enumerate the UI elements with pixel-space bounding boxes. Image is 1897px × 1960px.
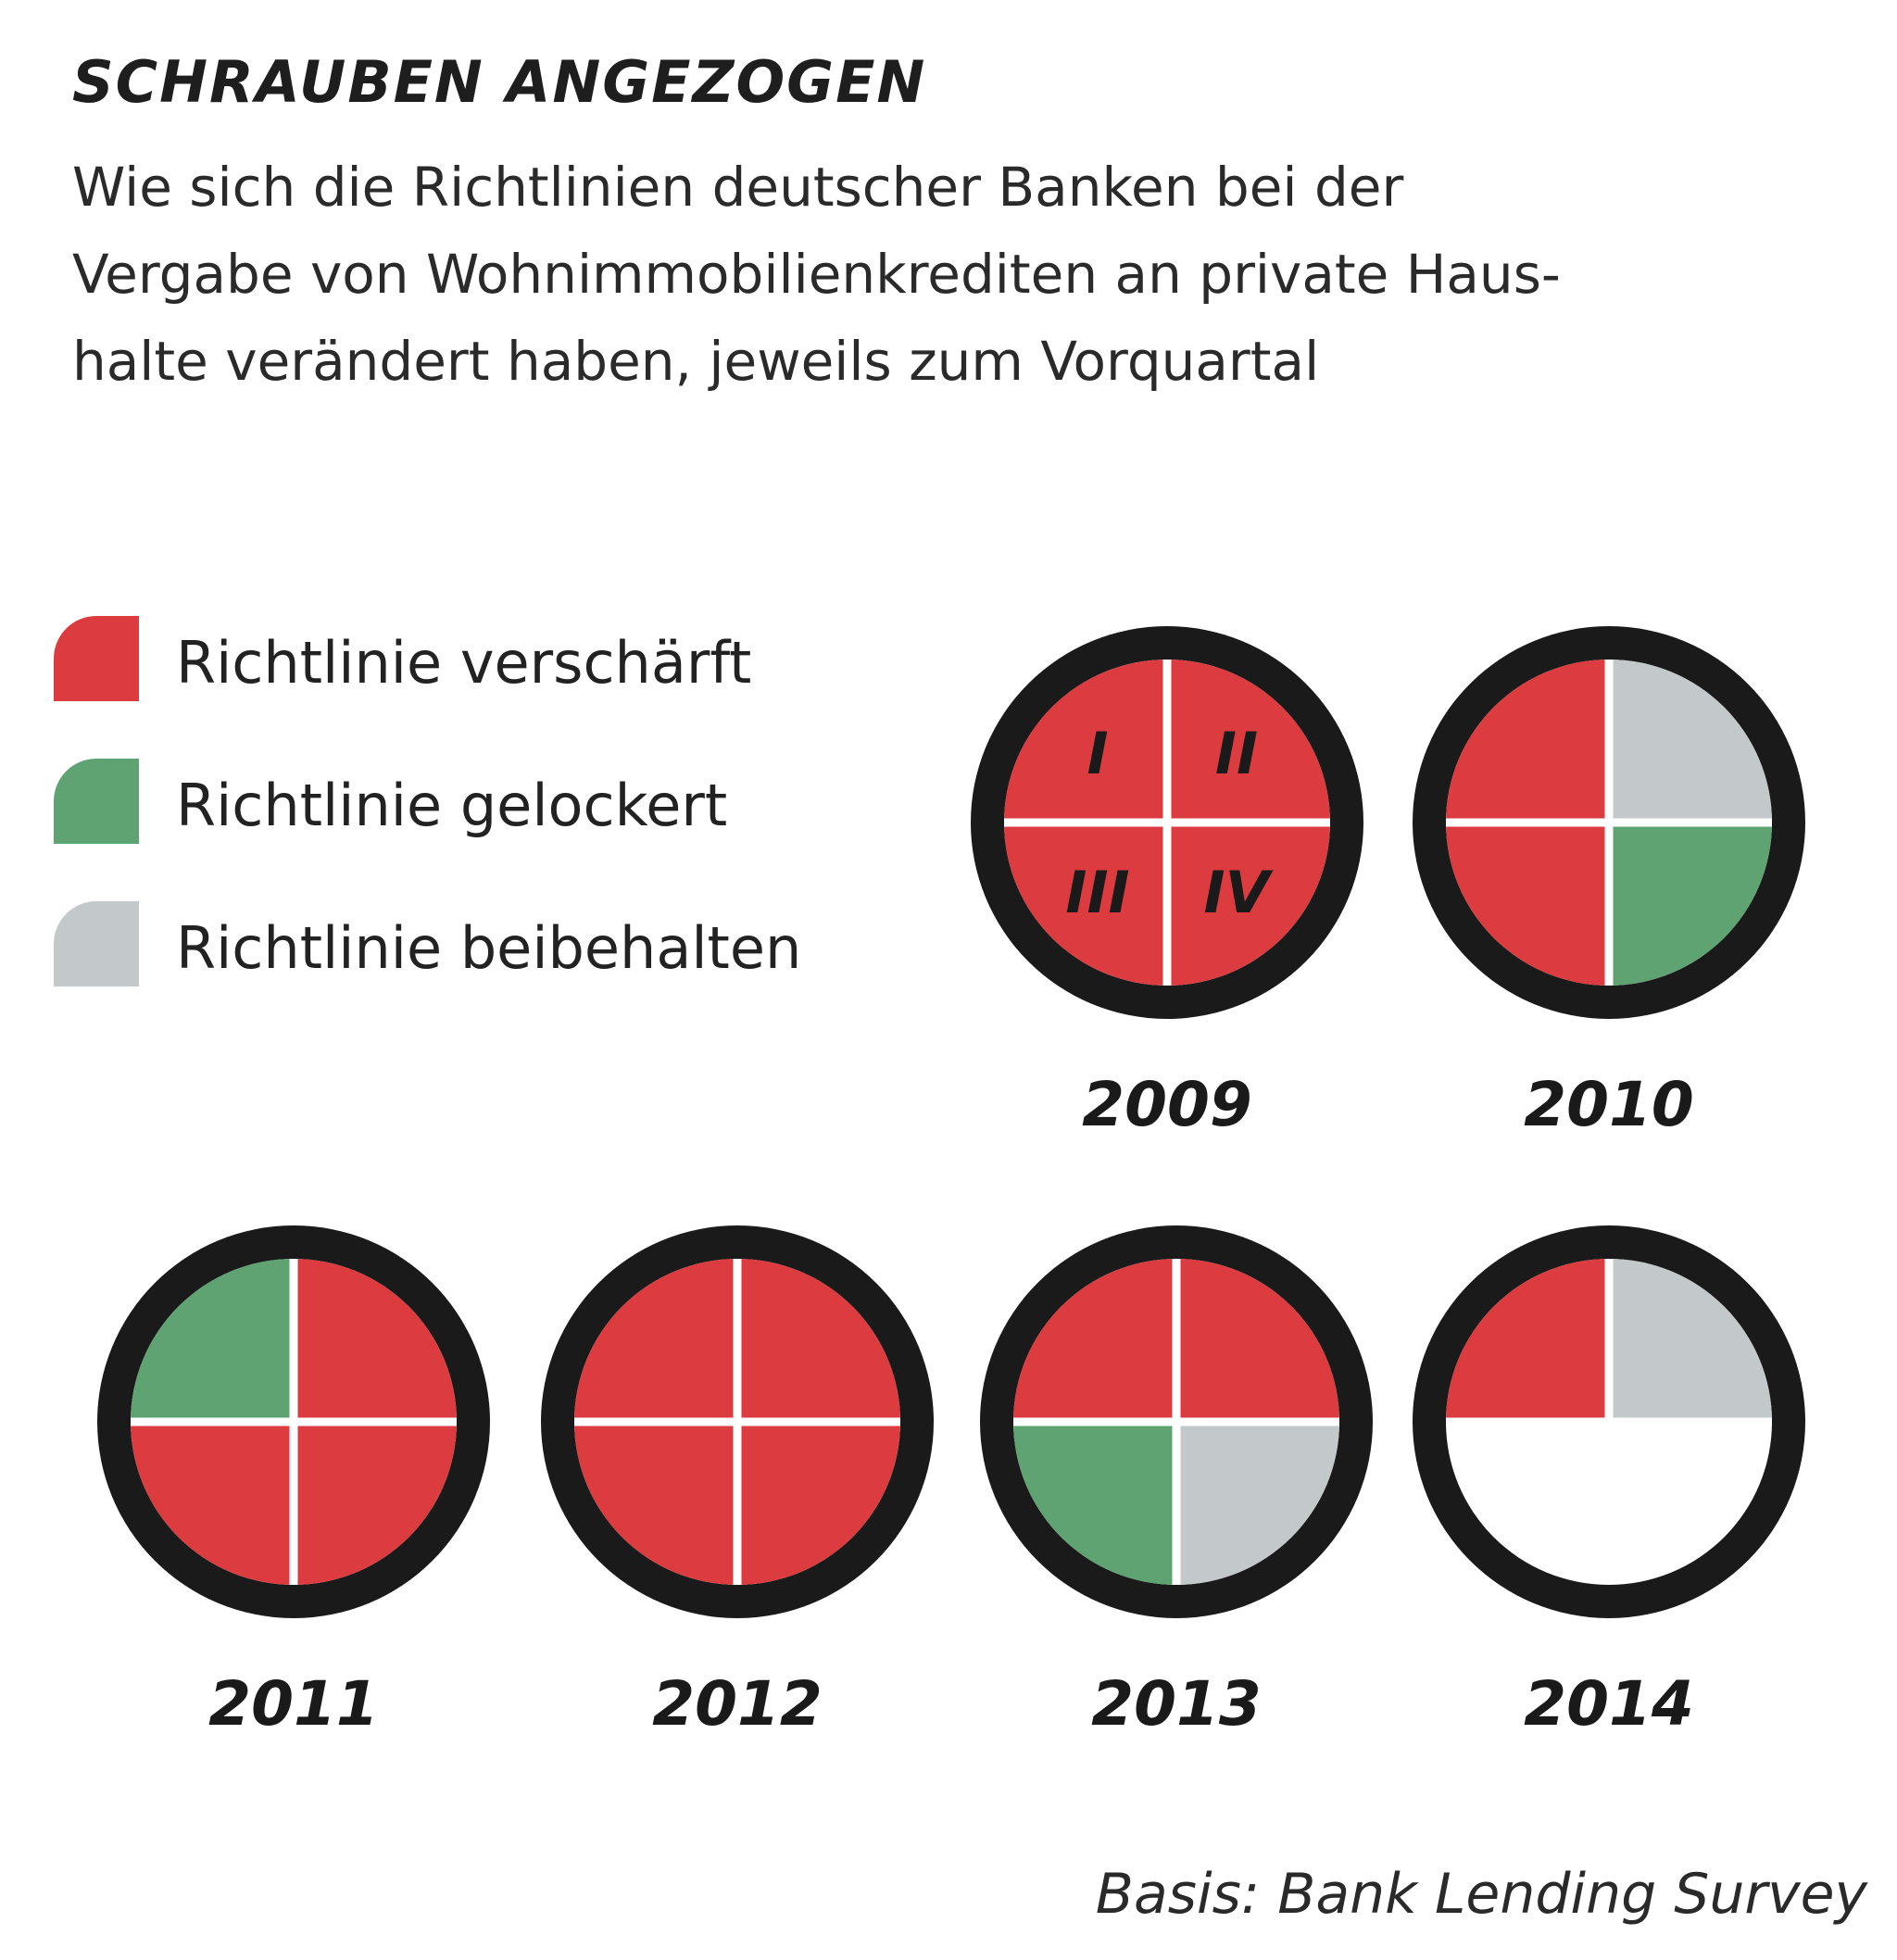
quarter-IV-tightened xyxy=(294,1422,457,1585)
quarter-III-eased xyxy=(1013,1422,1176,1585)
year-label-2013: 2013 xyxy=(1091,1668,1262,1740)
quarter-label-I: I xyxy=(1087,720,1108,787)
legend-swatch-unchanged xyxy=(54,901,139,986)
year-label-2011: 2011 xyxy=(208,1668,379,1740)
quarter-III-tightened xyxy=(574,1422,737,1585)
quarter-II-tightened xyxy=(737,1259,900,1422)
quarter-label-III: III xyxy=(1065,859,1129,926)
subtitle-line-1: Wie sich die Richtlinien deutscher Banke… xyxy=(72,156,1404,219)
quarter-II-unchanged xyxy=(1609,1259,1772,1422)
year-label-2012: 2012 xyxy=(652,1668,823,1740)
quarter-IV-tightened xyxy=(737,1422,900,1585)
quarter-II-tightened xyxy=(1167,660,1330,823)
quarter-II-tightened xyxy=(1176,1259,1339,1422)
subtitle-line-2: Vergabe von Wohnimmobilienkrediten an pr… xyxy=(72,243,1561,306)
legend-label-eased: Richtlinie gelockert xyxy=(176,772,727,839)
quarter-I-eased xyxy=(131,1259,294,1422)
subtitle-line-3: halte verändert haben, jeweils zum Vorqu… xyxy=(72,330,1320,393)
quarter-I-tightened xyxy=(1446,1259,1609,1422)
quarter-I-tightened xyxy=(574,1259,737,1422)
quarter-I-tightened xyxy=(1446,660,1609,823)
chart-title: SCHRAUBEN ANGEZOGEN xyxy=(72,48,927,116)
quarter-IV-unchanged xyxy=(1176,1422,1339,1585)
year-dial-2014: 2014 xyxy=(1413,1225,1805,1740)
quarter-I-tightened xyxy=(1004,660,1167,823)
quarter-III-tightened xyxy=(131,1422,294,1585)
quarter-IV-eased xyxy=(1609,823,1772,986)
quarter-I-tightened xyxy=(1013,1259,1176,1422)
quarter-II-unchanged xyxy=(1609,660,1772,823)
quarter-III-tightened xyxy=(1004,823,1167,986)
year-label-2014: 2014 xyxy=(1524,1668,1694,1740)
quarter-label-IV: IV xyxy=(1203,859,1274,926)
legend: Richtlinie verschärft Richtlinie gelocker… xyxy=(54,616,801,986)
quarter-II-tightened xyxy=(294,1259,457,1422)
year-dial-2011: 2011 xyxy=(97,1225,490,1740)
legend-label-tightened: Richtlinie verschärft xyxy=(176,629,751,697)
source-note: Basis: Bank Lending Survey xyxy=(1095,1862,1867,1927)
legend-swatch-tightened xyxy=(54,616,139,701)
quarter-III-tightened xyxy=(1446,823,1609,986)
year-label-2009: 2009 xyxy=(1082,1069,1252,1140)
legend-swatch-eased xyxy=(54,759,139,844)
year-dial-2013: 2013 xyxy=(980,1225,1373,1740)
quarter-IV-tightened xyxy=(1167,823,1330,986)
year-dial-2010: 2010 xyxy=(1413,626,1805,1140)
year-dial-2012: 2012 xyxy=(541,1225,934,1740)
quarter-label-II: II xyxy=(1215,720,1258,787)
year-label-2010: 2010 xyxy=(1524,1069,1694,1140)
chart-subtitle: Wie sich die Richtlinien deutscher Banke… xyxy=(72,144,1851,405)
legend-label-unchanged: Richtlinie beibehalten xyxy=(176,914,801,982)
